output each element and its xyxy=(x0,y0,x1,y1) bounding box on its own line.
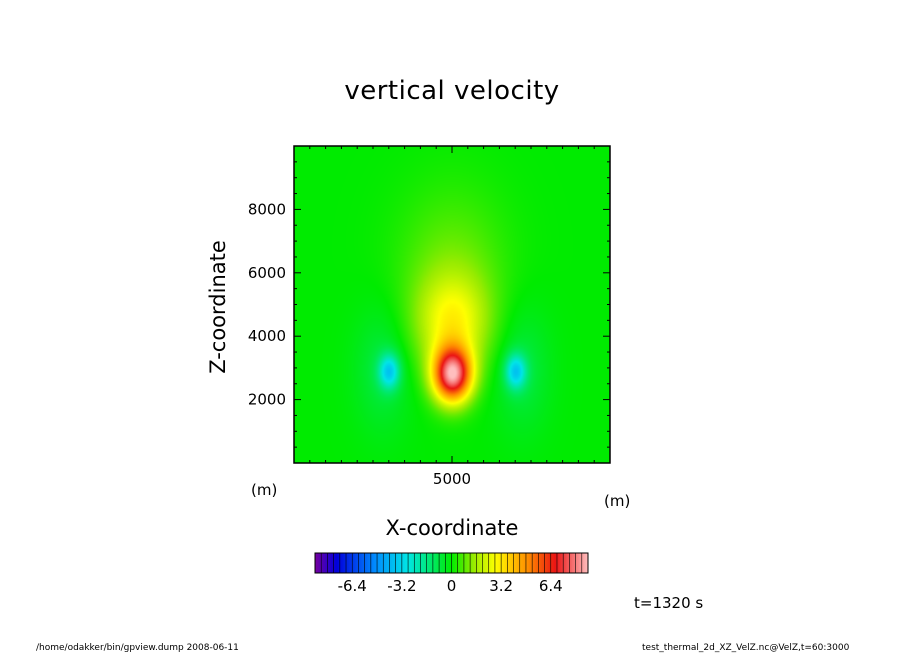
time-label: t=1320 s xyxy=(634,594,704,612)
x-axis-unit: (m) xyxy=(604,492,631,510)
footer-left: /home/odakker/bin/gpview.dump 2008-06-11 xyxy=(36,643,239,653)
colorbar-label: 3.2 xyxy=(489,577,513,595)
x-tick-label: 5000 xyxy=(433,470,471,488)
colorbar-labels: -6.4 -3.2 0 3.2 6.4 xyxy=(338,577,563,595)
colorbar-frame xyxy=(314,552,589,574)
x-tick-labels: 5000 xyxy=(433,470,471,488)
y-tick-label: 6000 xyxy=(248,264,286,282)
colorbar-label: 6.4 xyxy=(539,577,563,595)
y-tick-label: 2000 xyxy=(248,391,286,409)
colorbar-label: -3.2 xyxy=(387,577,416,595)
y-tick-label: 4000 xyxy=(248,327,286,345)
y-axis-unit: (m) xyxy=(251,481,278,499)
x-axis-label: X-coordinate xyxy=(385,516,519,540)
colorbar-label: 0 xyxy=(447,577,457,595)
y-tick-labels: 2000 4000 6000 8000 xyxy=(248,200,286,408)
footer-right: test_thermal_2d_XZ_VelZ.nc@VelZ,t=60:300… xyxy=(642,643,850,653)
y-tick-label: 8000 xyxy=(248,200,286,218)
axis-ticks xyxy=(294,146,610,463)
chart-title: vertical velocity xyxy=(344,76,560,106)
colorbar-ticks xyxy=(320,553,583,573)
colorbar-label: -6.4 xyxy=(338,577,367,595)
heatmap xyxy=(294,146,610,463)
